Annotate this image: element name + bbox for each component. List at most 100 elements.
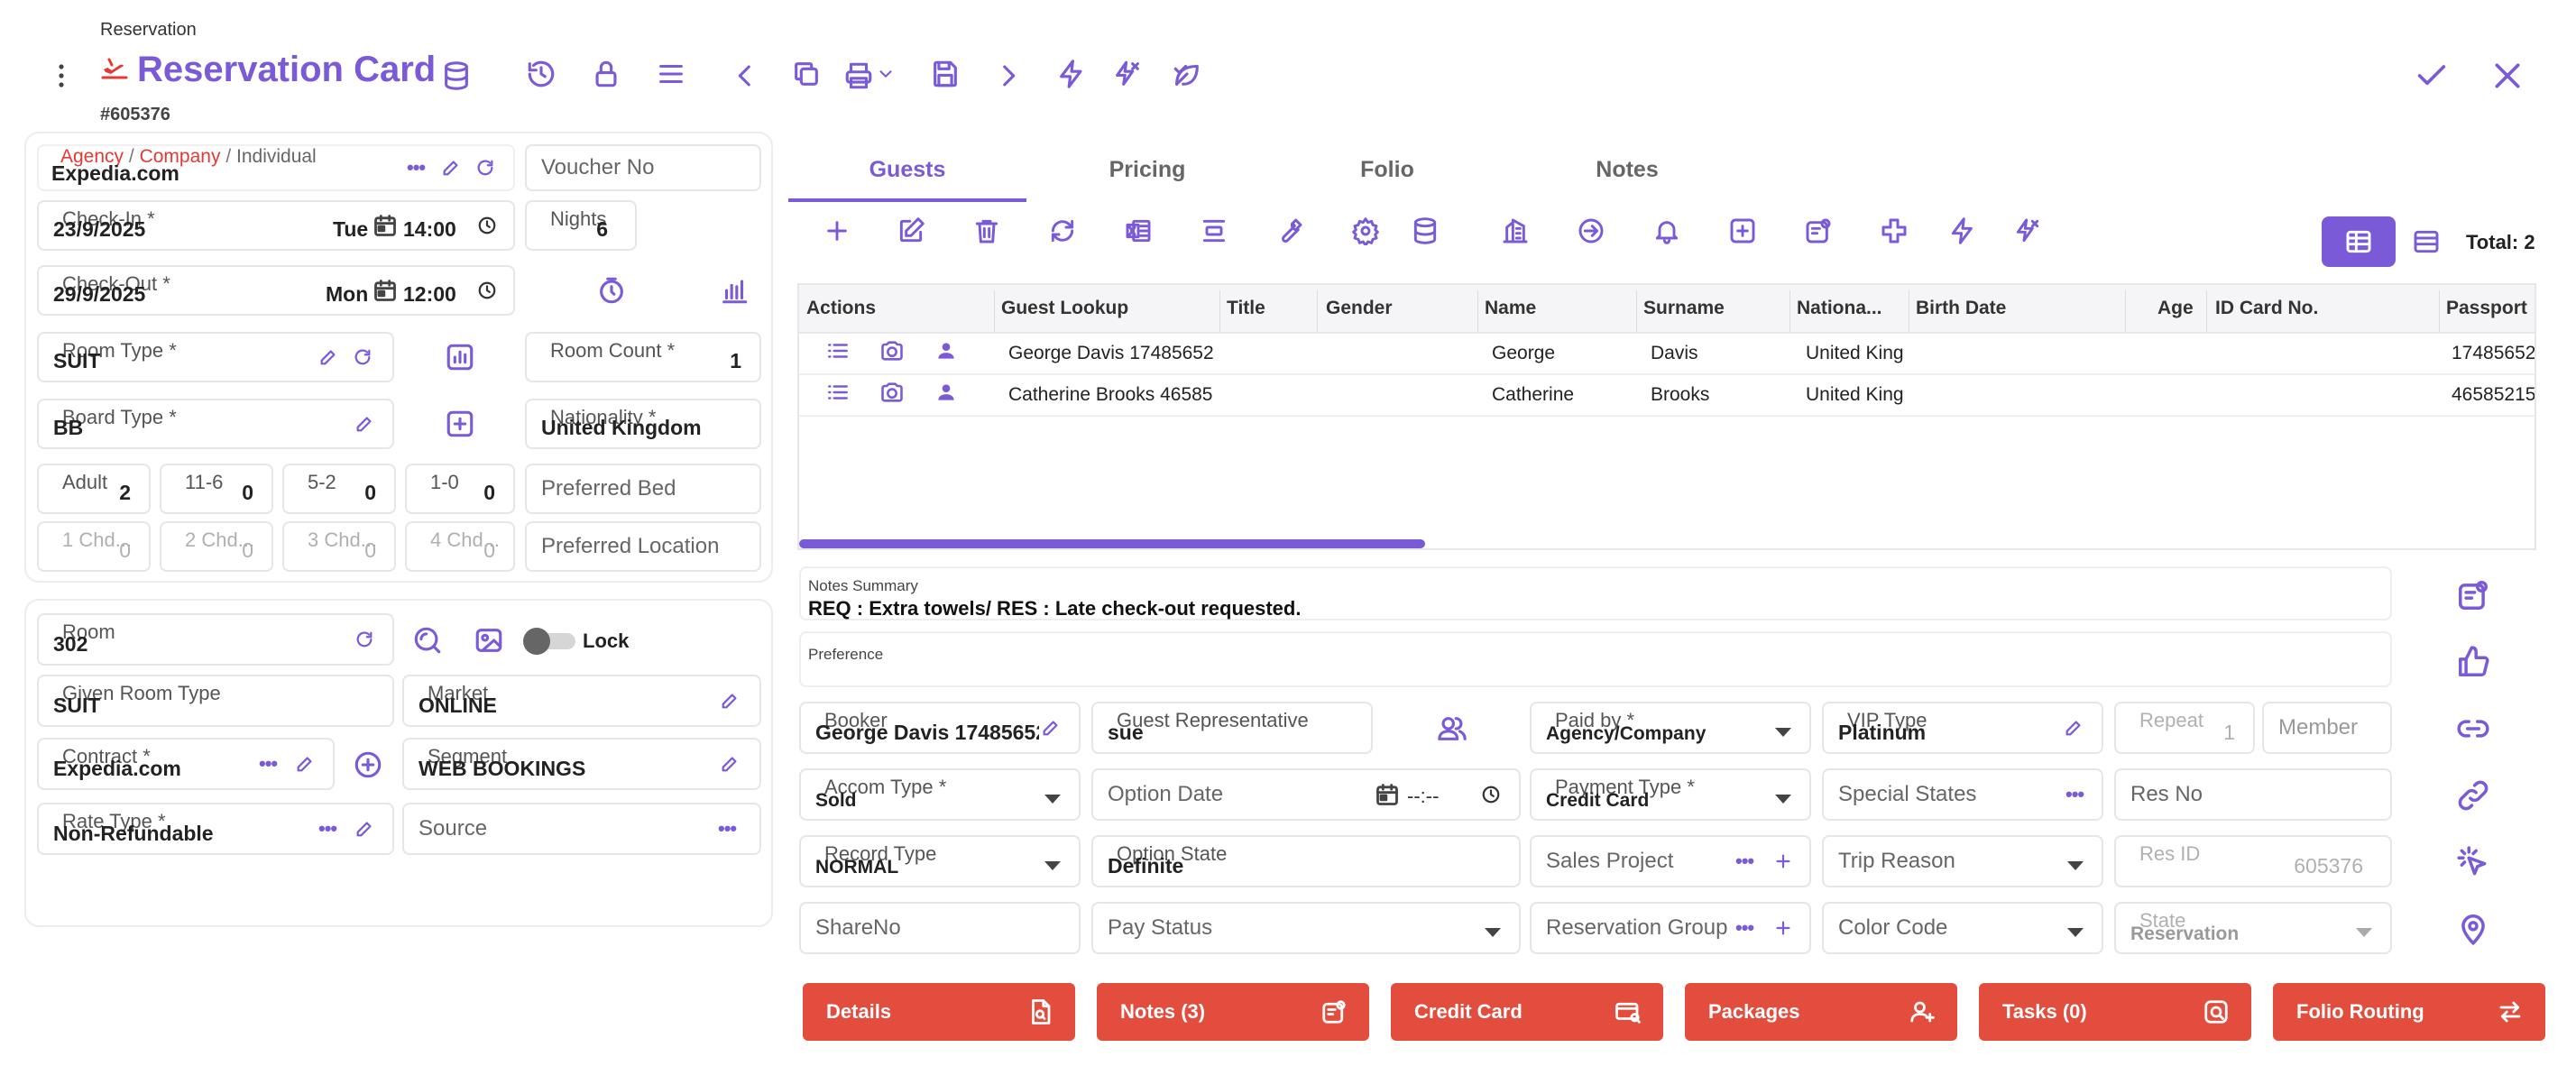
add-circle-icon[interactable]	[352, 749, 384, 781]
folio-routing-button[interactable]: Folio Routing	[2273, 983, 2545, 1041]
col-gender[interactable]: Gender	[1326, 298, 1393, 318]
note-icon[interactable]	[1800, 213, 1836, 249]
booker-field[interactable]: Booker George Davis 17485652	[799, 702, 1081, 754]
more-horizontal-icon[interactable]: •••	[1735, 916, 1754, 939]
lock-toggle[interactable]	[523, 628, 577, 655]
col-surname[interactable]: Surname	[1643, 298, 1725, 318]
chevron-left-icon[interactable]	[729, 60, 761, 92]
guest-representative-field[interactable]: Guest Representative sue	[1091, 702, 1373, 754]
timer-icon[interactable]	[595, 274, 628, 307]
chain-link-icon[interactable]	[2455, 777, 2491, 813]
room-field[interactable]: Room 302	[37, 613, 394, 666]
edit-icon[interactable]	[1041, 718, 1061, 738]
more-horizontal-icon[interactable]: •••	[259, 752, 278, 775]
member-input[interactable]: Member	[2262, 702, 2392, 754]
more-vertical-icon[interactable]	[52, 60, 70, 92]
nights-field[interactable]: Nights 6	[525, 200, 637, 251]
given-room-type-field[interactable]: Given Room Type SUIT	[37, 675, 394, 727]
col-guest-lookup[interactable]: Guest Lookup	[1001, 298, 1129, 318]
payment-type-select[interactable]: Payment Type * Credit Card	[1530, 768, 1811, 821]
history-icon[interactable]	[525, 58, 557, 90]
menu-icon[interactable]	[655, 58, 687, 90]
check-in-icon[interactable]	[1573, 213, 1609, 249]
check-out-field[interactable]: Check-Out * 29/9/2025 Mon 12:00	[37, 265, 515, 316]
print-icon[interactable]	[842, 60, 875, 92]
person-icon[interactable]	[933, 337, 960, 364]
more-horizontal-icon[interactable]: •••	[1735, 850, 1754, 872]
market-field[interactable]: Market ONLINE	[402, 675, 761, 727]
credit-card-button[interactable]: Credit Card	[1391, 983, 1663, 1041]
record-type-select[interactable]: Record Type NORMAL	[799, 835, 1081, 887]
clock-icon[interactable]	[1481, 785, 1501, 804]
edit-icon[interactable]	[441, 158, 461, 178]
flash-auto-icon[interactable]	[1111, 58, 1144, 90]
add-icon[interactable]	[819, 213, 855, 249]
edit-icon[interactable]	[720, 754, 740, 774]
grid-view-button[interactable]	[2322, 216, 2396, 267]
save-icon[interactable]	[929, 58, 961, 90]
bell-icon[interactable]	[1649, 213, 1685, 249]
link-icon[interactable]	[2455, 711, 2491, 747]
tasks-button[interactable]: Tasks (0)	[1979, 983, 2251, 1041]
rate-type-field[interactable]: Rate Type * Non-Refundable •••	[37, 803, 394, 855]
tab-folio[interactable]: Folio	[1360, 156, 1414, 182]
contract-field[interactable]: Contract * Expedia.com •••	[37, 738, 335, 790]
col-nationality[interactable]: Nationa...	[1797, 298, 1882, 318]
horizontal-scrollbar[interactable]	[799, 539, 1425, 548]
sales-project-input[interactable]: Sales Project •••	[1530, 835, 1811, 887]
col-name[interactable]: Name	[1485, 298, 1537, 318]
room-type-field[interactable]: Room Type * SUIT	[37, 332, 394, 382]
flash-auto-icon[interactable]	[2010, 213, 2046, 249]
clock-icon[interactable]	[477, 216, 497, 235]
tab-guests[interactable]: Guests	[869, 156, 946, 182]
notes-button[interactable]: Notes (3)	[1097, 983, 1369, 1041]
add-icon[interactable]	[1773, 918, 1793, 938]
sync-icon[interactable]	[1044, 213, 1081, 249]
col-actions[interactable]: Actions	[806, 298, 877, 318]
vip-type-field[interactable]: VIP Type Platinum	[1822, 702, 2103, 754]
image-icon[interactable]	[473, 624, 505, 657]
option-date-input[interactable]: Option Date --:--	[1091, 768, 1521, 821]
preference-field[interactable]: Preference	[799, 631, 2392, 687]
chevron-down-icon[interactable]	[875, 63, 897, 85]
settings-icon[interactable]	[1348, 213, 1384, 249]
people-icon[interactable]	[1434, 711, 1470, 747]
flash-icon[interactable]	[1945, 213, 1981, 249]
cursor-click-icon[interactable]	[2455, 844, 2491, 880]
edit-icon[interactable]	[354, 819, 374, 839]
close-icon[interactable]	[2489, 58, 2525, 94]
more-horizontal-icon[interactable]: •••	[318, 817, 337, 840]
person-icon[interactable]	[933, 379, 960, 406]
analytics-icon[interactable]	[444, 341, 476, 373]
list-icon[interactable]	[824, 379, 851, 406]
child-11-6-field[interactable]: 11-6 0	[160, 464, 273, 514]
flash-icon[interactable]	[1055, 58, 1088, 90]
more-horizontal-icon[interactable]: •••	[718, 817, 737, 840]
search-room-icon[interactable]	[411, 624, 444, 657]
list-view-button[interactable]	[2408, 224, 2444, 260]
details-button[interactable]: Details	[803, 983, 1075, 1041]
clock-icon[interactable]	[477, 280, 497, 300]
list-icon[interactable]	[824, 337, 851, 364]
eco-leaf-icon[interactable]	[1171, 58, 1203, 90]
share-no-input[interactable]: ShareNo	[799, 902, 1081, 954]
edit-icon[interactable]	[354, 414, 374, 434]
refresh-icon[interactable]	[475, 158, 495, 178]
delete-icon[interactable]	[969, 213, 1005, 249]
building-icon[interactable]	[1497, 213, 1533, 249]
accom-type-select[interactable]: Accom Type * Sold	[799, 768, 1081, 821]
col-birth-date[interactable]: Birth Date	[1916, 298, 2007, 318]
child-1-0-field[interactable]: 1-0 0	[405, 464, 515, 514]
check-icon[interactable]	[2414, 58, 2450, 94]
table-row[interactable]	[799, 334, 2535, 375]
check-in-field[interactable]: Check-In * 23/9/2025 Tue 14:00	[37, 200, 515, 251]
calendar-icon[interactable]	[373, 278, 398, 303]
tab-notes[interactable]: Notes	[1596, 156, 1659, 182]
res-no-input[interactable]: Res No	[2114, 768, 2392, 821]
add-icon[interactable]	[1773, 851, 1793, 871]
calendar-icon[interactable]	[373, 213, 398, 238]
table-row[interactable]	[799, 375, 2535, 417]
source-input[interactable]: Source •••	[402, 803, 761, 855]
trip-reason-select[interactable]: Trip Reason	[1822, 835, 2103, 887]
nationality-field[interactable]: Nationality * United Kingdom	[525, 399, 761, 449]
